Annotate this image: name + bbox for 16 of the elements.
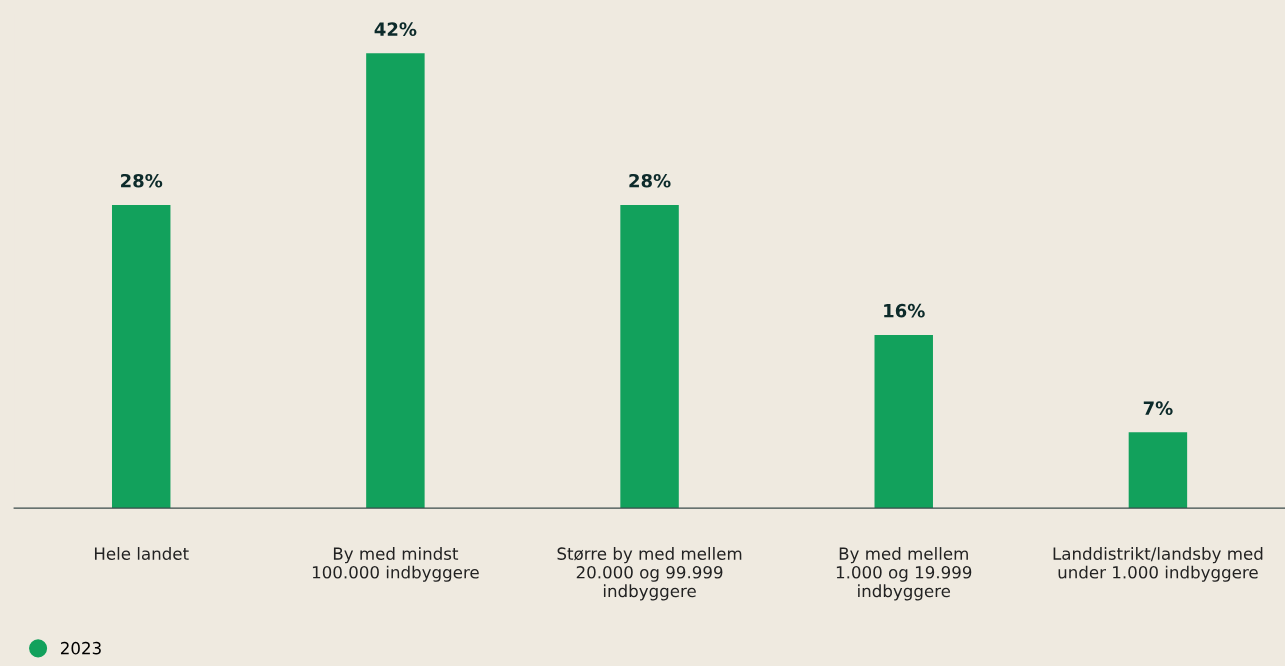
bar: [620, 204, 679, 509]
data-label: 16%: [884, 303, 925, 318]
bar: [874, 334, 933, 509]
bar: [1128, 432, 1188, 509]
data-label: 28%: [121, 173, 163, 188]
x-tick-label: By med mindst 100.000 indbyggere: [312, 547, 479, 582]
bar: [111, 204, 171, 509]
data-label: 42%: [374, 22, 417, 36]
legend-label: 2023: [60, 641, 101, 655]
x-tick-label: Større by med mellem 20.000 og 99.999 indbyggere: [557, 547, 742, 601]
data-label: 7%: [1143, 401, 1173, 415]
bar: [366, 53, 425, 509]
x-tick-label: By med mellem 1.000 og 19.999 indbyggere: [836, 547, 972, 601]
data-label: 28%: [629, 173, 671, 188]
x-tick-label: Hele landet: [94, 547, 189, 560]
x-tick-label: Landdistrikt/landsby med under 1.000 indbyggere: [1053, 547, 1263, 582]
